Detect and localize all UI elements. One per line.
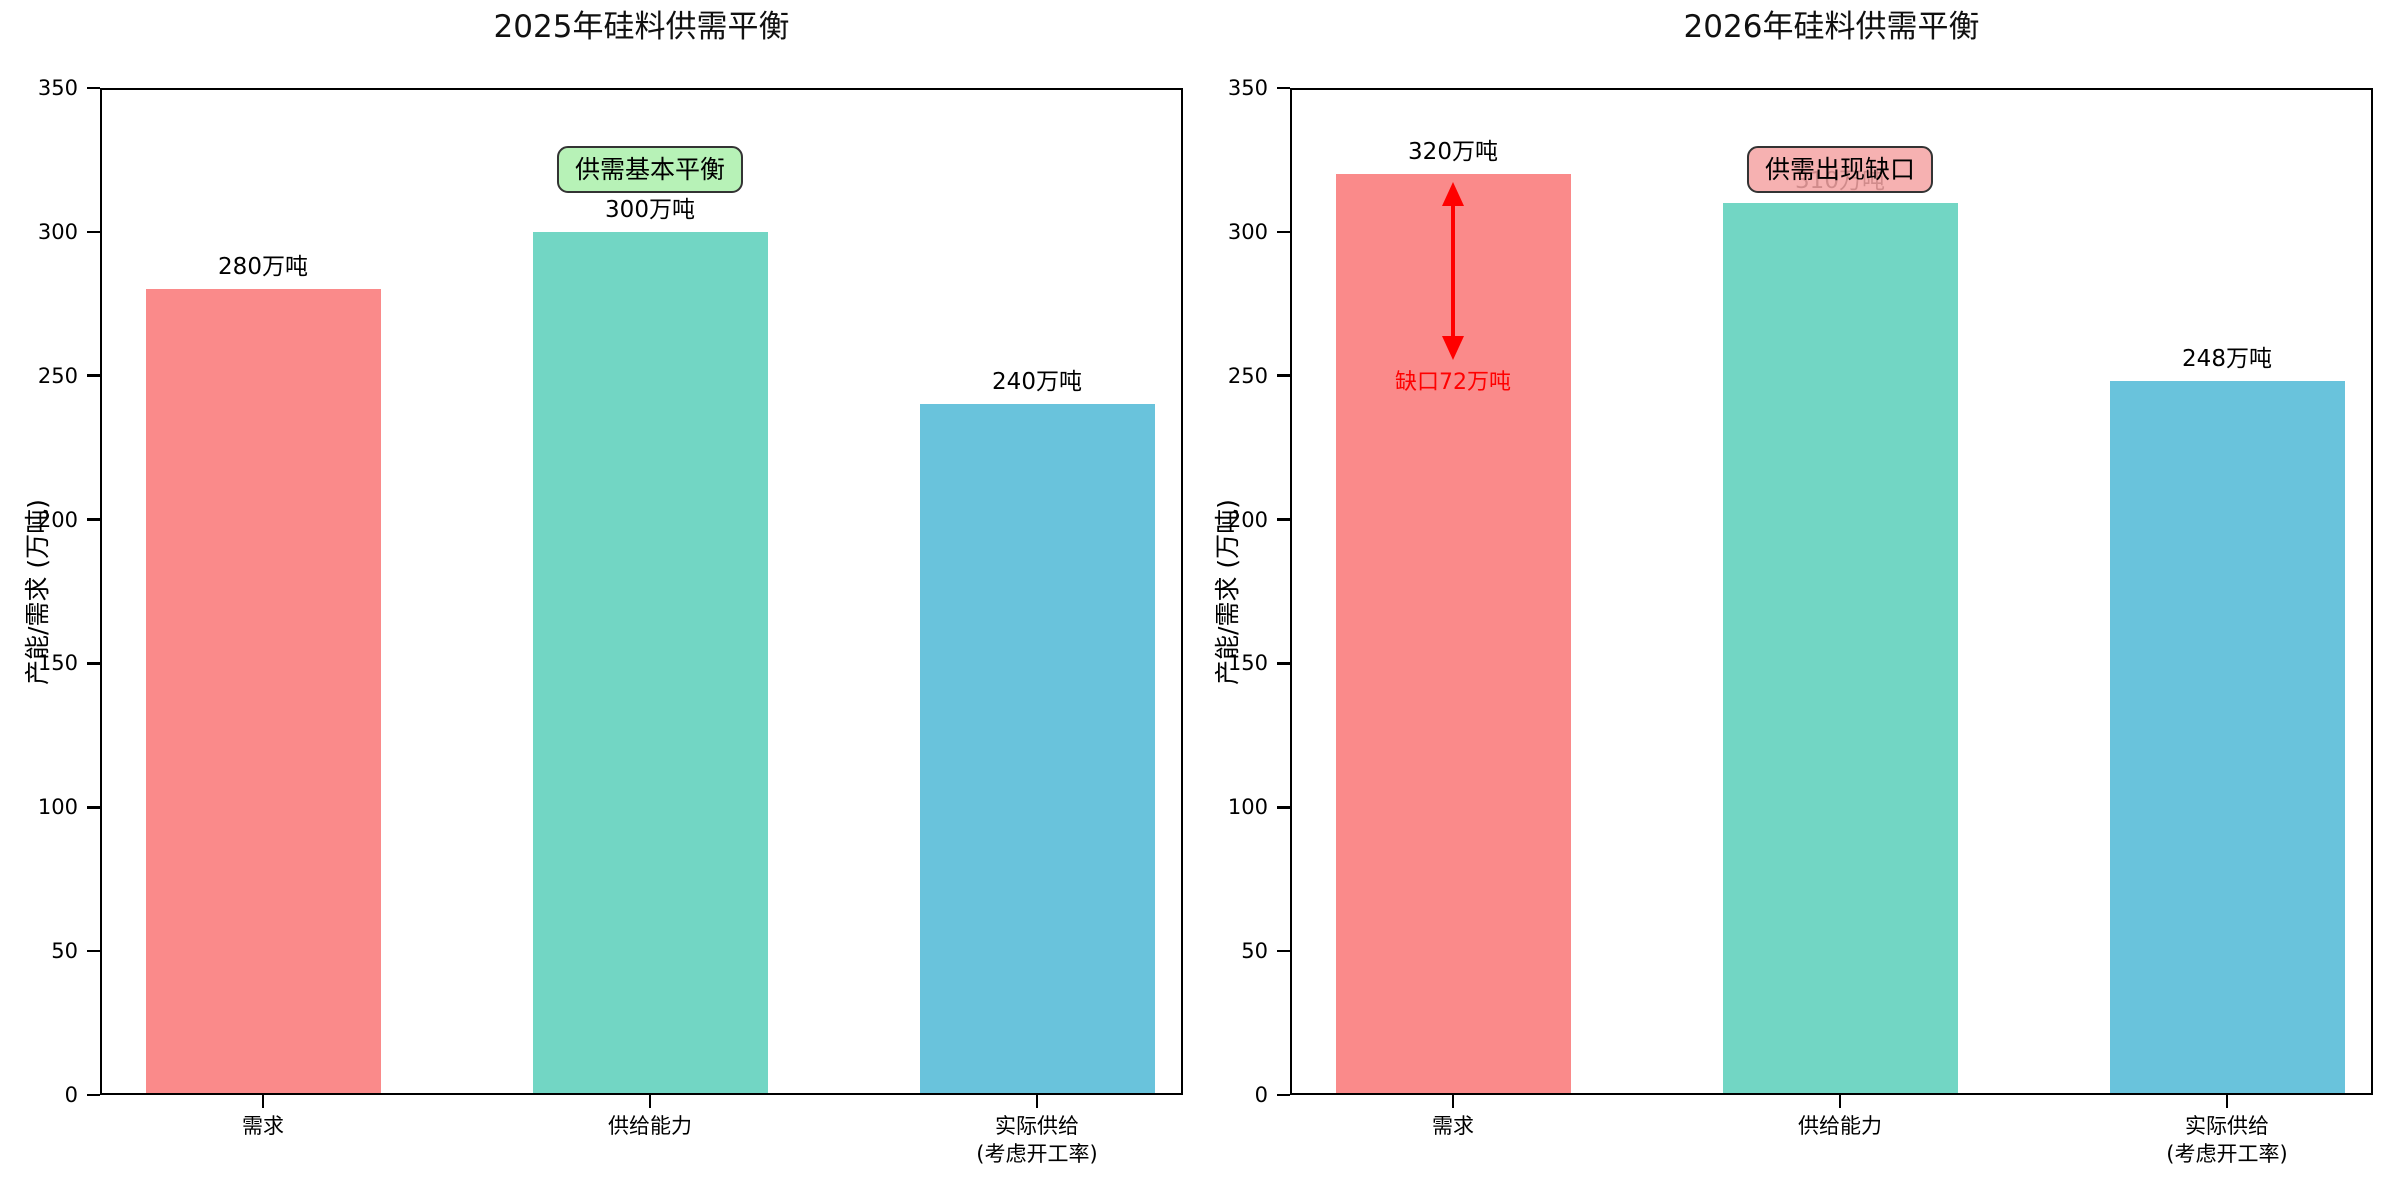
x-axis-tick-label: 需求 (242, 1114, 284, 1138)
annotation-box: 供需出现缺口 (1746, 146, 1934, 193)
chart-title-2026: 2026年硅料供需平衡 (1683, 9, 1980, 45)
bar-actual-supply (919, 404, 1155, 1095)
bar-value-label: 240万吨 (992, 369, 1082, 396)
chart-title-2025: 2025年硅料供需平衡 (493, 9, 790, 45)
y-axis-tick-label: 0 (1254, 1083, 1268, 1107)
bar-supply-capacity (1722, 203, 1958, 1095)
bar-value-label: 248万吨 (2182, 346, 2272, 373)
y-axis-tick-label: 200 (37, 507, 78, 532)
y-axis-tick (1277, 86, 1290, 90)
x-axis-tick (2225, 1095, 2229, 1108)
y-axis-tick-label: 150 (37, 651, 78, 676)
annotation-box: 供需基本平衡 (556, 146, 744, 193)
x-axis-tick (1451, 1095, 1455, 1108)
y-axis-tick (87, 518, 100, 521)
gap-arrow-head-down-icon (1442, 335, 1464, 360)
bar-actual-supply (2109, 381, 2345, 1095)
y-axis-tick (87, 230, 100, 234)
y-axis-tick-label: 100 (1227, 795, 1268, 820)
x-axis-tick (1035, 1095, 1039, 1108)
y-axis-tick-label: 350 (1227, 76, 1268, 100)
bar-value-label: 300万吨 (605, 196, 695, 223)
y-axis-tick (1277, 949, 1290, 953)
gap-arrow-head-up-icon (1442, 182, 1464, 207)
x-axis-tick-label: 实际供给 (考虑开工率) (2166, 1114, 2288, 1166)
bar-value-label: 280万吨 (218, 254, 308, 281)
x-axis-tick (648, 1095, 652, 1108)
x-axis-tick-label: 需求 (1432, 1114, 1474, 1138)
bar-demand (145, 289, 381, 1095)
x-axis-tick-label: 实际供给 (考虑开工率) (976, 1114, 1098, 1166)
y-axis-tick-label: 200 (1227, 507, 1268, 532)
y-axis-tick-label: 300 (37, 219, 78, 244)
x-axis-tick-label: 供给能力 (1798, 1114, 1882, 1138)
y-axis-tick (1277, 230, 1290, 234)
y-axis-tick (87, 662, 100, 665)
y-axis-tick-label: 250 (1227, 363, 1268, 388)
y-axis-tick-label: 100 (37, 795, 78, 820)
x-axis-tick (261, 1095, 265, 1108)
y-axis-tick-label: 150 (1227, 651, 1268, 676)
y-axis-tick-label: 250 (37, 363, 78, 388)
y-axis-tick (1277, 374, 1290, 377)
y-axis-tick (87, 1093, 100, 1097)
y-axis-tick-label: 50 (1241, 939, 1268, 964)
y-axis-tick-label: 50 (51, 939, 78, 964)
y-axis-tick (1277, 518, 1290, 521)
bar-supply-capacity (532, 231, 768, 1095)
y-axis-tick-label: 0 (64, 1083, 78, 1107)
gap-annotation-label: 缺口72万吨 (1395, 369, 1511, 395)
y-axis-tick (87, 806, 100, 809)
x-axis-tick-label: 供给能力 (608, 1114, 692, 1138)
bar-value-label: 320万吨 (1408, 139, 1498, 166)
gap-arrow-shaft (1450, 202, 1456, 340)
y-axis-tick (87, 86, 100, 90)
y-axis-tick (87, 374, 100, 377)
y-axis-tick (1277, 662, 1290, 665)
y-axis-tick (87, 949, 100, 953)
y-axis-tick-label: 350 (37, 76, 78, 100)
y-axis-title: 产能/需求 (万吨) (1213, 498, 1242, 685)
x-axis-tick (1838, 1095, 1842, 1108)
y-axis-tick (1277, 806, 1290, 809)
y-axis-tick (1277, 1093, 1290, 1097)
y-axis-tick-label: 300 (1227, 219, 1268, 244)
